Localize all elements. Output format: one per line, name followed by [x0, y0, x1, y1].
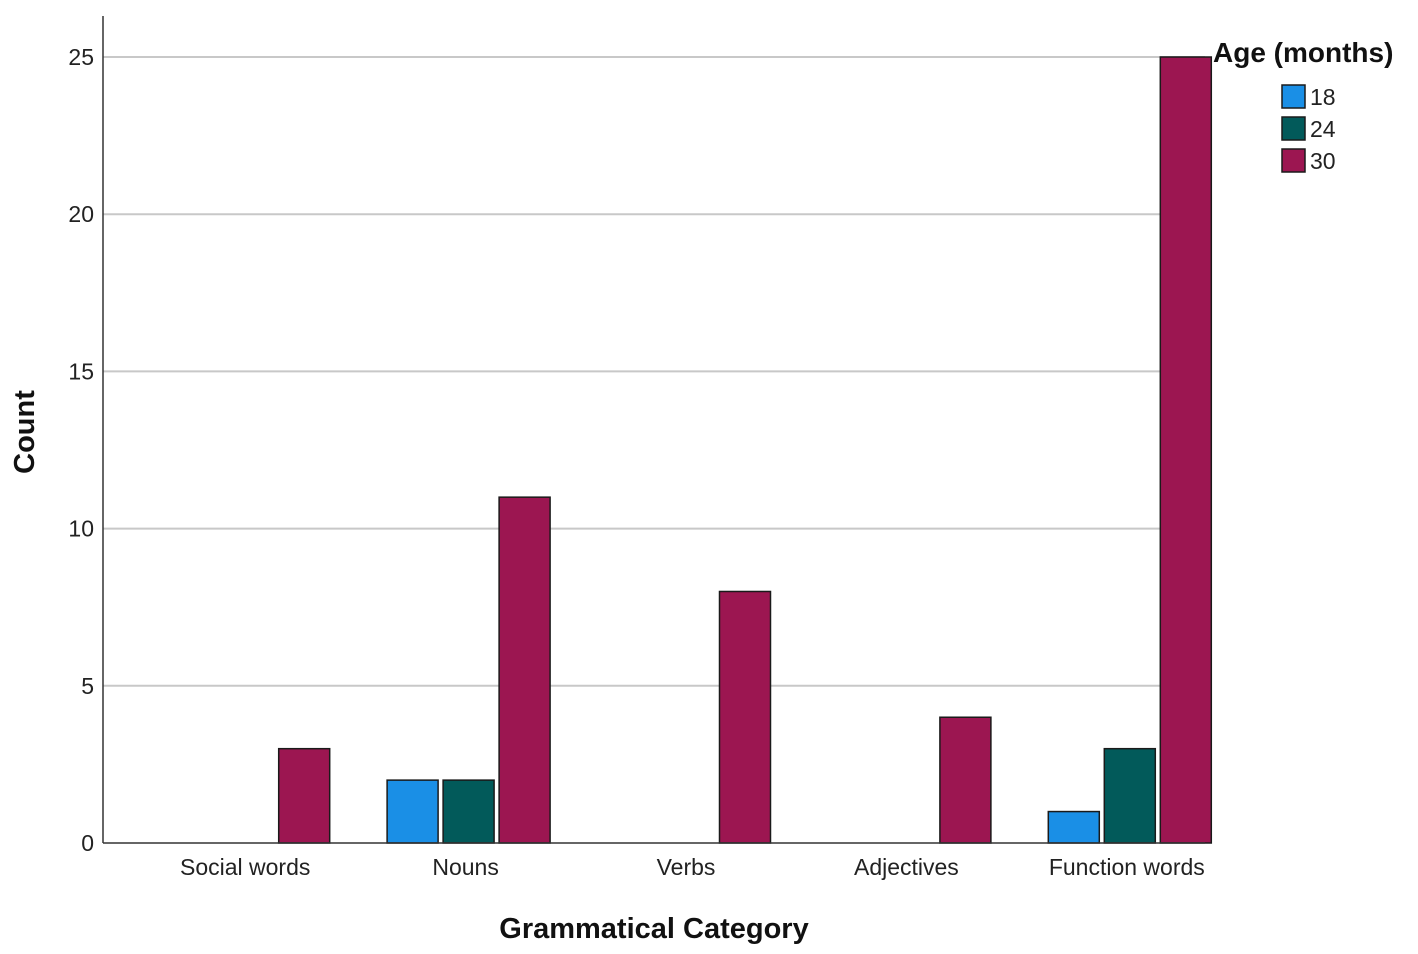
legend-label: 18 [1310, 84, 1336, 110]
bar-verbs-30 [718, 590, 772, 844]
x-tick-label: Verbs [657, 854, 716, 880]
legend-label: 24 [1310, 116, 1336, 142]
y-tick-label: 0 [81, 830, 94, 856]
bar-nouns-24 [442, 779, 495, 844]
x-tick-label: Nouns [432, 854, 498, 880]
bars [277, 56, 1213, 844]
bar-function-words-24 [1103, 747, 1157, 844]
axes [102, 16, 1205, 844]
x-tick-label: Social words [180, 854, 310, 880]
legend-swatch-18 [1281, 84, 1306, 109]
bar-function-words-30 [1159, 56, 1213, 844]
y-tick-label: 20 [68, 201, 94, 227]
legend-swatch-30 [1281, 148, 1306, 173]
y-tick-label: 15 [68, 358, 94, 384]
y-axis-title: Count [9, 390, 41, 474]
bar-social-words-30 [277, 747, 331, 844]
x-tick-label: Function words [1049, 854, 1205, 880]
x-tick-label: Adjectives [854, 854, 959, 880]
bar-nouns-30 [498, 496, 551, 844]
gridlines [103, 56, 1205, 687]
bar-function-words-18 [1047, 810, 1101, 844]
bar-adjectives-30 [939, 716, 992, 844]
bar-nouns-18 [386, 779, 439, 844]
y-tick-labels: 0 5 10 15 20 25 [68, 44, 94, 856]
x-axis-title: Grammatical Category [499, 913, 808, 945]
y-tick-label: 10 [68, 516, 94, 542]
y-tick-label: 25 [68, 44, 94, 70]
legend: Age (months) 18 24 30 [1213, 37, 1393, 174]
x-tick-labels: Social words Nouns Verbs Adjectives Function… [180, 854, 1205, 880]
legend-swatch-24 [1281, 116, 1306, 141]
legend-label: 30 [1310, 148, 1336, 174]
y-tick-label: 5 [81, 673, 94, 699]
legend-title: Age (months) [1213, 37, 1393, 68]
